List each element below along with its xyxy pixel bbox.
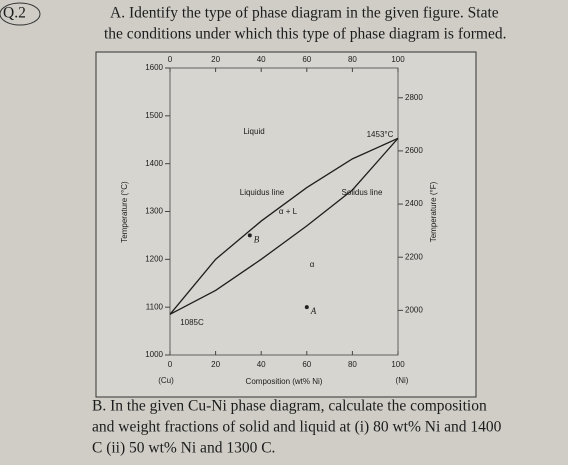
y2-tick-label: 2400 (405, 199, 423, 208)
x-tick-label: 40 (257, 360, 266, 369)
y-tick-label: 1200 (145, 254, 163, 263)
y-tick-label: 1300 (145, 207, 163, 216)
x-tick-label: 0 (168, 360, 173, 369)
x-tick-label: 80 (348, 55, 357, 64)
x-tick-label: 100 (391, 360, 405, 369)
y-tick-label: 1100 (146, 302, 164, 311)
point-label: B (254, 234, 260, 244)
y-tick-label: 1500 (145, 111, 163, 120)
y-tick-label: 1000 (145, 350, 163, 359)
line-label: Solidus line (342, 188, 383, 197)
phase-line (169, 137, 399, 315)
x-axis-label: Composition (wt% Ni) (246, 377, 323, 386)
phase-line (169, 137, 399, 315)
annotation: 1085C (180, 318, 204, 327)
annotation: Liquid (243, 127, 264, 136)
question-number: Q.2 (3, 5, 26, 22)
x-tick-label: 20 (211, 55, 220, 64)
y-axis-label: Temperature (°C) (120, 181, 129, 243)
number-circle (0, 2, 41, 26)
y2-tick-label: 2800 (405, 93, 423, 102)
x-tick-label: 80 (348, 360, 357, 369)
part-b-line: C (ii) 50 wt% Ni and 1300 C. (92, 440, 275, 457)
figure-frame (95, 51, 477, 398)
x-end-label: (Ni) (396, 376, 409, 385)
y-tick-label: 1400 (145, 159, 163, 168)
x-tick-label: 100 (391, 55, 405, 64)
annotation: α + L (279, 207, 298, 216)
annotation: 1453°C (367, 130, 394, 139)
y2-tick-label: 2200 (405, 252, 423, 261)
x-tick-label: 60 (302, 55, 311, 64)
line-label: Liquidus line (240, 188, 285, 197)
x-end-label: (Cu) (158, 376, 174, 385)
part-a-line: A. Identify the type of phase diagram in… (110, 5, 499, 22)
point-label: A (310, 306, 317, 316)
part-a-line: the conditions under which this type of … (104, 26, 506, 43)
state-point (304, 305, 309, 310)
part-b-line: and weight fractions of solid and liquid… (92, 419, 502, 436)
y-tick-label: 1600 (145, 63, 163, 72)
x-tick-label: 40 (257, 55, 266, 64)
annotation: α (310, 260, 315, 269)
y2-tick-label: 2000 (405, 305, 423, 314)
part-b-line: B. In the given Cu-Ni phase diagram, cal… (92, 398, 487, 415)
state-point (247, 233, 252, 238)
x-tick-label: 20 (211, 360, 220, 369)
x-tick-label: 60 (302, 360, 311, 369)
y2-tick-label: 2600 (405, 146, 423, 155)
y2-axis-label: Temperature (°F) (429, 181, 438, 242)
x-tick-label: 0 (168, 55, 173, 64)
